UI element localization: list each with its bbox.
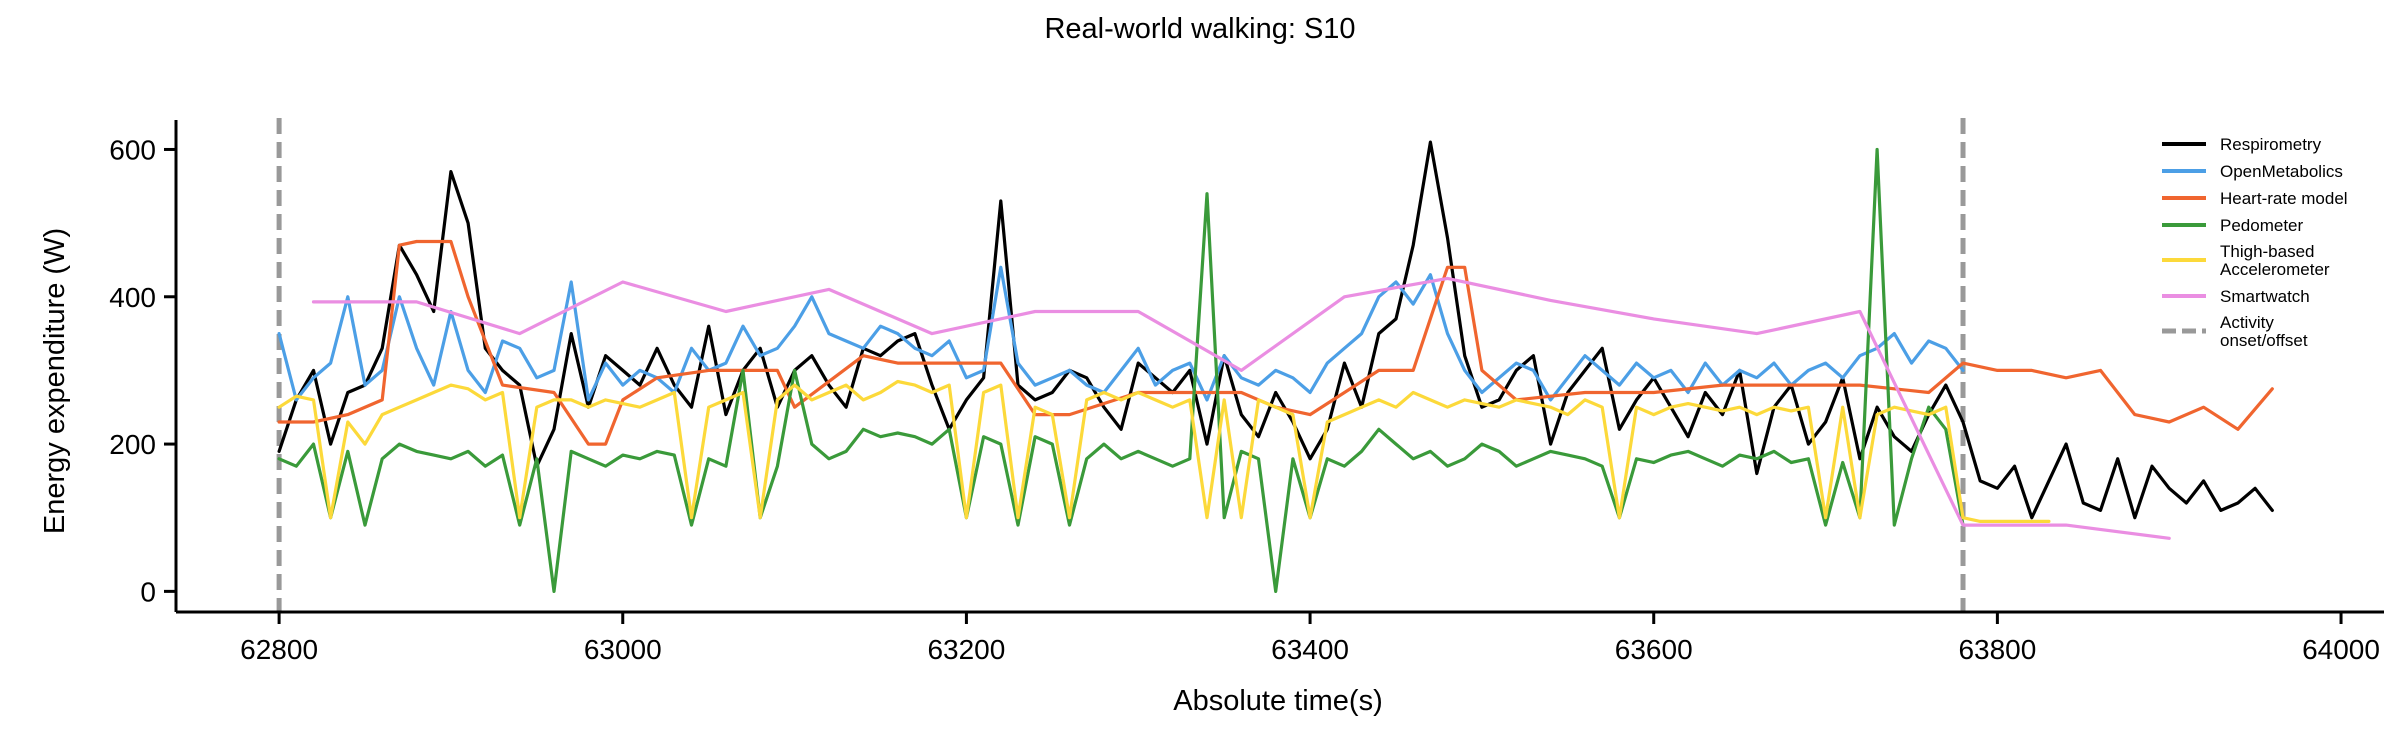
legend-item-activity-onset-offset: Activity onset/offset	[2162, 313, 2308, 350]
series-line-pedometer	[277, 147, 1965, 594]
legend-item-smartwatch: Smartwatch	[2162, 287, 2310, 306]
legend: Respirometry OpenMetabolics Heart-rate mod…	[2162, 135, 2348, 350]
x-tick-label: 64000	[2302, 634, 2380, 665]
legend-label: Thigh-based Accelerometer	[2220, 242, 2330, 279]
x-tick-label: 63800	[1958, 634, 2036, 665]
y-tick-label: 200	[109, 429, 156, 460]
series-line-openmetabolics	[277, 265, 1965, 402]
chart-title: Real-world walking: S10	[1044, 13, 1355, 45]
x-tick-label: 62800	[240, 634, 318, 665]
y-tick-label: 400	[109, 282, 156, 313]
series-line-respirometry	[277, 140, 2274, 520]
y-tick-label: 0	[140, 576, 156, 607]
activity-markers	[276, 118, 1966, 612]
legend-label: Respirometry	[2220, 135, 2322, 154]
legend-item-thigh-based-accelerometer: Thigh-based Accelerometer	[2162, 242, 2330, 279]
x-tick-label: 63400	[1271, 634, 1349, 665]
series-line-thigh-based-accelerometer	[277, 379, 2051, 524]
x-tick-label: 63200	[927, 634, 1005, 665]
ticks: 62800 63000 63200 63400 63600 63800 64000 0 200 4…	[109, 134, 2380, 665]
x-axis-label: Absolute time(s)	[1173, 685, 1383, 717]
x-tick-label: 63600	[1615, 634, 1693, 665]
legend-item-openmetabolics: OpenMetabolics	[2162, 162, 2343, 181]
legend-label: Heart-rate model	[2220, 189, 2348, 208]
legend-item-pedometer: Pedometer	[2162, 216, 2303, 235]
legend-label: Activity onset/offset	[2220, 313, 2308, 350]
series-line-smartwatch	[311, 276, 2171, 540]
legend-item-respirometry: Respirometry	[2162, 135, 2322, 154]
legend-label: Smartwatch	[2220, 287, 2310, 306]
y-tick-label: 600	[109, 134, 156, 165]
series-line-heart-rate-model	[277, 239, 2274, 446]
x-tick-label: 63000	[584, 634, 662, 665]
legend-label: Pedometer	[2220, 216, 2303, 235]
legend-item-heart-rate-model: Heart-rate model	[2162, 189, 2348, 208]
series-lines	[277, 140, 2274, 594]
axes	[174, 120, 2384, 614]
legend-label: OpenMetabolics	[2220, 162, 2343, 181]
y-axis-label: Energy expenditure (W)	[39, 228, 71, 534]
